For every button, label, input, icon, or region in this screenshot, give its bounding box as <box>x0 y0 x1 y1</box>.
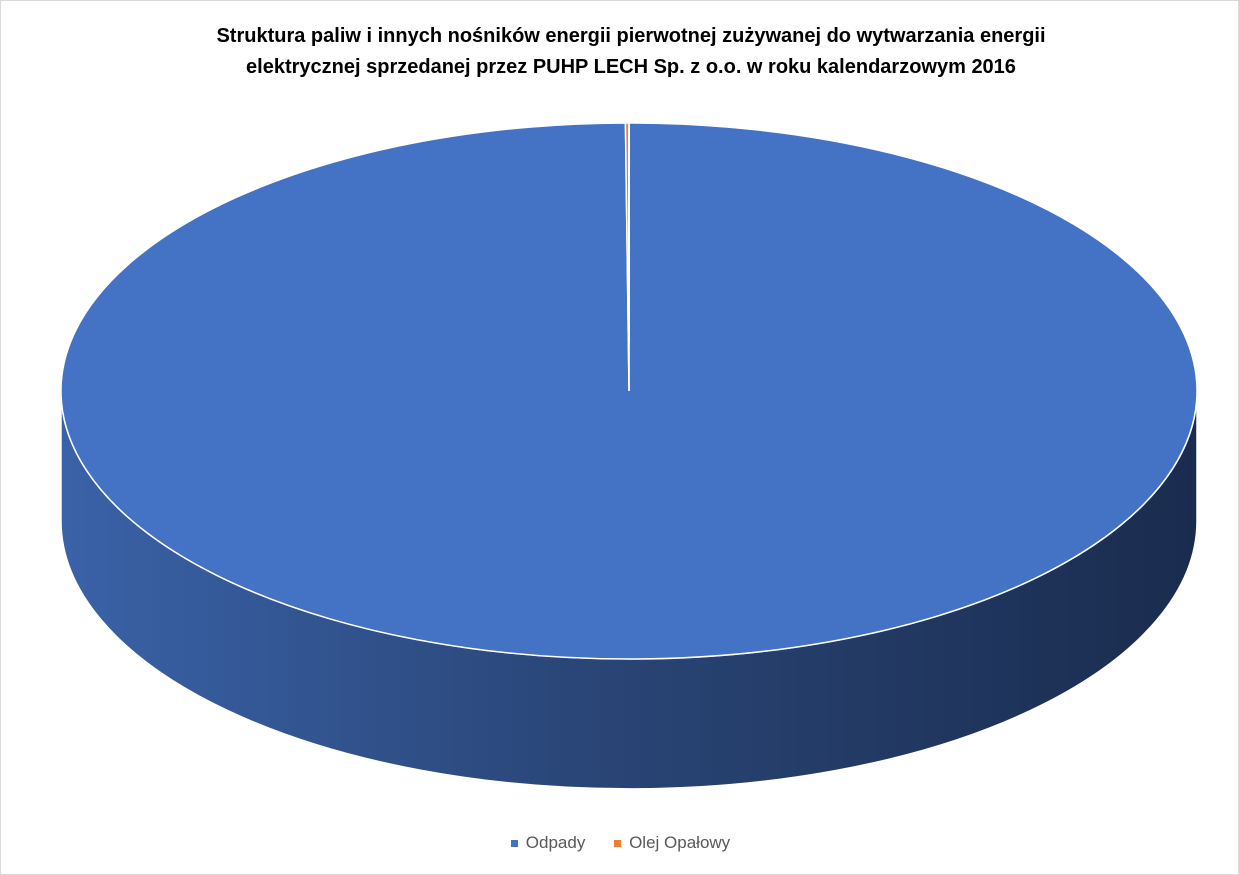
legend-swatch-olej-opalowy <box>614 840 622 848</box>
legend: Odpady Olej Opałowy <box>1 833 1239 853</box>
legend-swatch-odpady <box>510 840 518 848</box>
legend-item-odpady[interactable]: Odpady <box>510 833 586 853</box>
chart-title: Struktura paliw i innych nośników energi… <box>61 21 1201 83</box>
legend-label-olej-opalowy: Olej Opałowy <box>629 833 731 852</box>
chart-title-line-2: elektrycznej sprzedanej przez PUHP LECH … <box>246 56 1016 78</box>
chart-title-line-1: Struktura paliw i innych nośników energi… <box>216 25 1046 47</box>
legend-item-olej-opalowy[interactable]: Olej Opałowy <box>614 833 730 853</box>
legend-label-odpady: Odpady <box>525 833 586 852</box>
